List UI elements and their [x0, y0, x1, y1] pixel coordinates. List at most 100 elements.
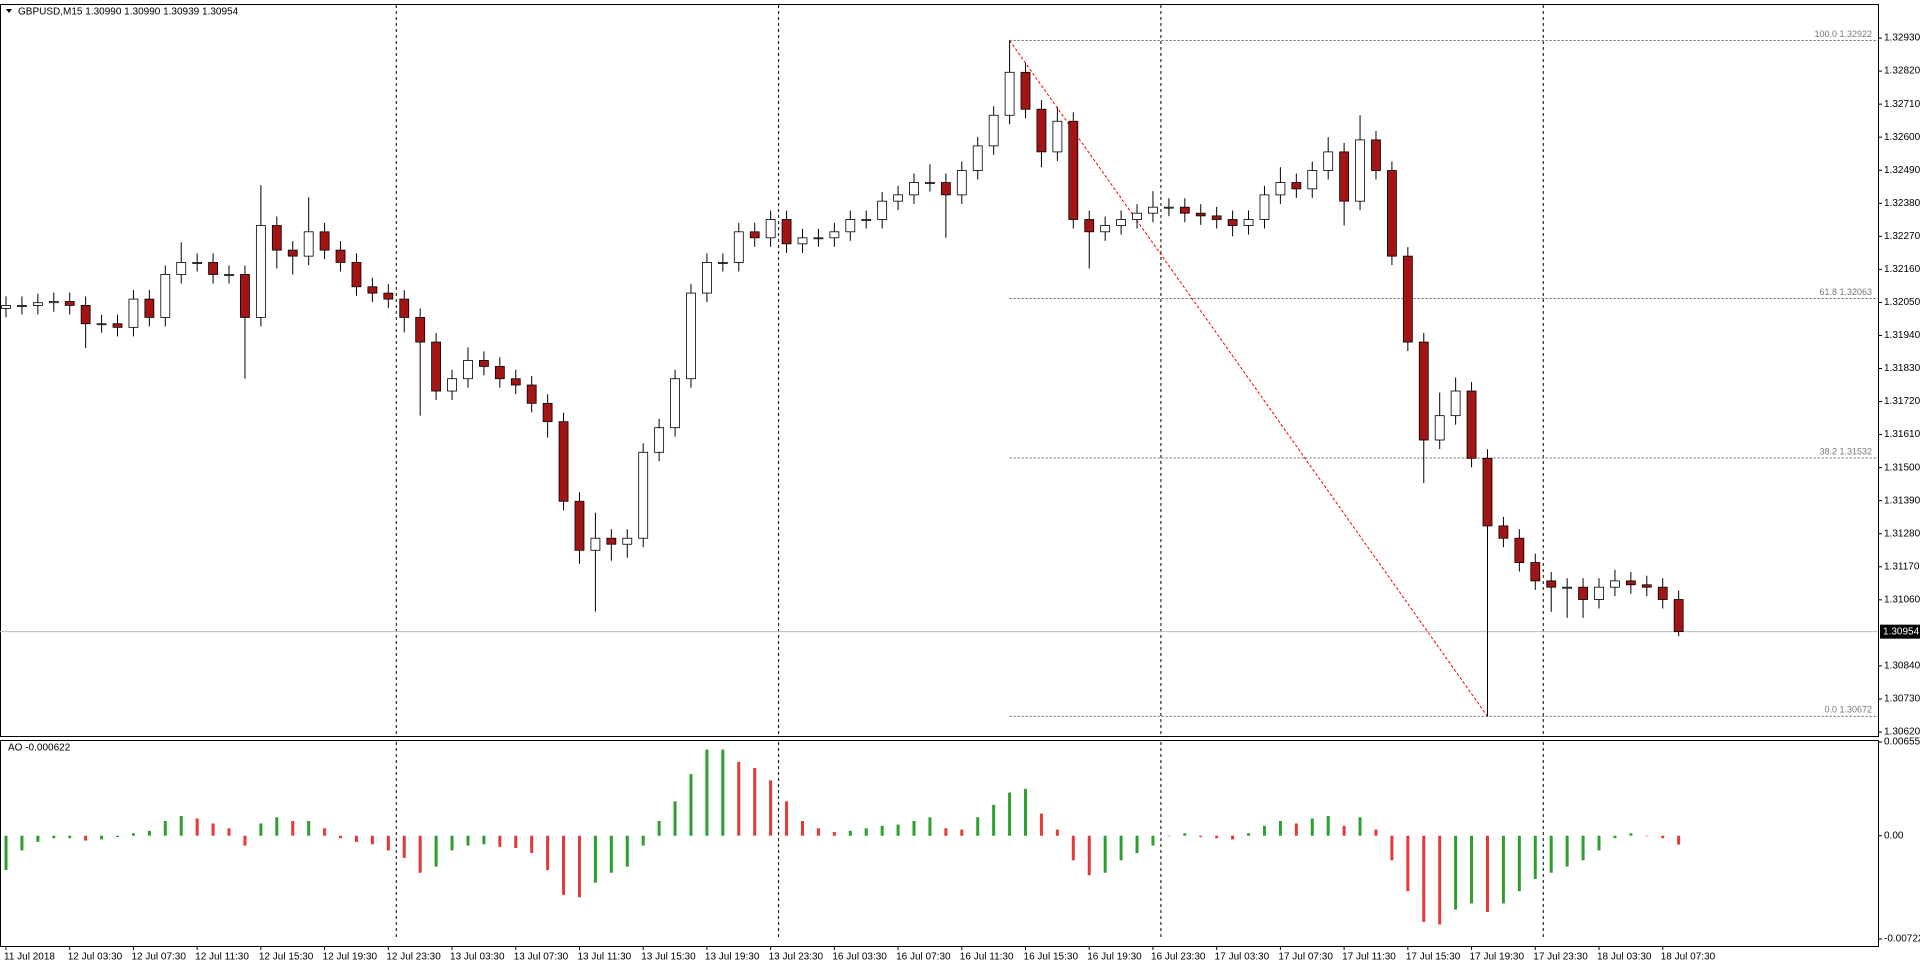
y-tick-label: 0.006559 — [1884, 737, 1920, 748]
x-tick-label: 12 Jul 15:30 — [259, 952, 314, 963]
candle-body — [1355, 139, 1365, 202]
x-tick-label: 16 Jul 19:30 — [1087, 952, 1142, 963]
candle-body — [1450, 390, 1461, 417]
x-tick-label: 17 Jul 15:30 — [1406, 952, 1461, 963]
ao-bar — [307, 821, 311, 836]
ao-bar — [880, 825, 884, 836]
candle-body — [813, 237, 824, 240]
candle-body — [1657, 586, 1668, 600]
y-tick-label: 1.31720 — [1884, 396, 1920, 407]
ao-bar — [1470, 835, 1474, 904]
candle-body — [1482, 457, 1493, 527]
ao-bar — [1039, 813, 1043, 836]
y-tick-label: 1.31500 — [1884, 462, 1920, 473]
x-tick-label: 17 Jul 03:30 — [1215, 952, 1270, 963]
candle-body — [160, 274, 171, 318]
candle-body — [351, 262, 362, 288]
fib-trend — [1009, 40, 1488, 717]
y-tick-label: 1.32820 — [1884, 66, 1920, 77]
candle-body — [1036, 108, 1047, 153]
ao-bar — [673, 801, 677, 836]
x-tick-label: 11 Jul 2018 — [4, 952, 55, 963]
ao-bar — [84, 835, 88, 841]
ao-bar — [785, 801, 789, 836]
candle-body — [1100, 225, 1111, 233]
ao-bar — [928, 817, 932, 836]
candle-body — [319, 231, 330, 251]
ao-bar — [816, 828, 820, 836]
main-panel — [0, 4, 1879, 737]
ao-bar — [1485, 835, 1489, 913]
ao-bar — [1406, 835, 1410, 892]
ao-title: AO -0.000622 — [8, 743, 71, 754]
ao-bar — [514, 835, 518, 849]
ao-bar — [832, 832, 836, 836]
ao-bar — [131, 833, 135, 836]
ao-bar — [4, 835, 8, 871]
candle-body — [1530, 562, 1541, 582]
ao-bar — [577, 835, 581, 898]
candle-body — [845, 219, 856, 233]
fib-label: 0.0 1.30672 — [1824, 705, 1872, 715]
candle-body — [1, 305, 11, 309]
candle-body — [877, 200, 888, 220]
candle-body — [1307, 170, 1318, 190]
candle-body — [1243, 219, 1254, 226]
ao-bar — [1533, 835, 1537, 879]
y-tick-label: 1.32490 — [1884, 165, 1920, 176]
ao-bar — [1549, 835, 1553, 873]
chart-title: GBPUSD,M15 1.30990 1.30990 1.30939 1.309… — [18, 7, 239, 18]
candle-body — [1227, 219, 1238, 226]
candle-body — [1594, 586, 1604, 600]
x-tick-label: 13 Jul 19:30 — [705, 952, 760, 963]
last-price-label: 1.30954 — [1883, 626, 1920, 637]
candle-body — [765, 219, 776, 239]
ao-bar — [498, 835, 502, 847]
candle-body — [192, 262, 203, 264]
candle-body — [1434, 415, 1445, 441]
candle-body — [1498, 525, 1509, 539]
x-tick-label: 12 Jul 23:30 — [386, 952, 441, 963]
ao-bar — [1310, 818, 1314, 836]
ao-bar — [976, 817, 980, 836]
ao-bar — [1390, 835, 1394, 861]
y-tick-label: 1.32160 — [1884, 264, 1920, 275]
ao-bar — [1326, 816, 1330, 836]
ao-bar — [896, 824, 900, 836]
candle-body — [749, 231, 760, 239]
ao-bar — [625, 835, 629, 867]
x-tick-label: 16 Jul 07:30 — [896, 952, 951, 963]
candle-body — [909, 182, 919, 196]
y-tick-label: 1.31170 — [1884, 561, 1920, 572]
ao-bar — [339, 835, 343, 839]
candle-body — [574, 500, 585, 551]
candle-body — [1387, 170, 1397, 257]
candle-body — [32, 302, 43, 306]
ao-bar — [1581, 835, 1585, 861]
candle-body — [128, 298, 139, 328]
ao-bar — [1278, 821, 1282, 836]
y-tick-label: 1.31940 — [1884, 330, 1920, 341]
candle-body — [1291, 182, 1302, 190]
menu-arrow[interactable] — [6, 9, 12, 13]
y-tick-label: 1.32600 — [1884, 132, 1920, 143]
x-tick-label: 17 Jul 07:30 — [1278, 952, 1333, 963]
candle-body — [558, 421, 569, 502]
candle-body — [494, 365, 505, 380]
candle-body — [670, 378, 680, 429]
ao-bar — [1151, 835, 1155, 846]
ao-bar — [36, 835, 40, 842]
ao-bar — [227, 828, 231, 836]
candle-body — [781, 219, 792, 245]
ao-bar — [530, 835, 534, 854]
ao-bar — [1071, 835, 1075, 861]
ao-bar — [769, 780, 773, 836]
ao-bar — [1597, 835, 1601, 851]
candle-body — [542, 402, 553, 423]
ao-bar — [1247, 833, 1251, 836]
y-tick-label: 1.30840 — [1884, 661, 1920, 672]
candle-body — [829, 231, 840, 239]
ao-bar — [1055, 829, 1059, 836]
